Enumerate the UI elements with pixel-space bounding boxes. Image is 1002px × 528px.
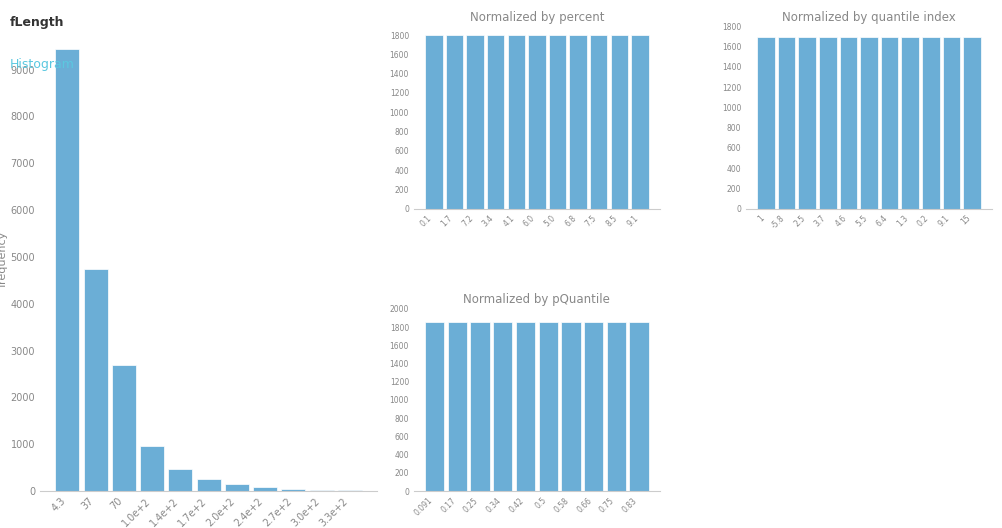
Bar (425, 323, 444, 491)
Bar (83, 269, 107, 491)
Text: Histogram: Histogram (10, 58, 75, 71)
Bar (758, 36, 775, 209)
Bar (861, 36, 878, 209)
Bar (840, 36, 857, 209)
Text: fLength: fLength (10, 16, 64, 29)
Bar (963, 36, 981, 209)
Bar (140, 446, 164, 491)
Bar (254, 487, 278, 491)
Bar (493, 323, 512, 491)
Bar (631, 35, 648, 209)
Bar (819, 36, 837, 209)
Bar (584, 323, 603, 491)
Bar (528, 35, 546, 209)
Bar (943, 36, 960, 209)
Bar (778, 36, 796, 209)
Bar (196, 479, 220, 491)
Bar (561, 323, 580, 491)
Bar (516, 323, 535, 491)
Bar (606, 323, 626, 491)
Bar (569, 35, 587, 209)
Bar (446, 35, 463, 209)
Bar (55, 49, 79, 491)
Bar (168, 469, 192, 491)
Bar (539, 323, 558, 491)
Bar (610, 35, 628, 209)
Bar (112, 365, 136, 491)
Title: Normalized by percent: Normalized by percent (470, 11, 604, 24)
Bar (508, 35, 525, 209)
Bar (487, 35, 504, 209)
Bar (902, 36, 919, 209)
Bar (282, 489, 306, 491)
Bar (448, 323, 467, 491)
Bar (881, 36, 899, 209)
Bar (590, 35, 607, 209)
Bar (310, 489, 334, 491)
Bar (471, 323, 490, 491)
Title: Normalized by pQuantile: Normalized by pQuantile (464, 293, 610, 306)
Y-axis label: frequency: frequency (0, 231, 8, 287)
Bar (338, 490, 362, 491)
Bar (922, 36, 940, 209)
Bar (466, 35, 484, 209)
Bar (549, 35, 566, 209)
Bar (799, 36, 816, 209)
Bar (224, 484, 248, 491)
Bar (425, 35, 443, 209)
Bar (629, 323, 648, 491)
Title: Normalized by quantile index: Normalized by quantile index (783, 11, 956, 24)
